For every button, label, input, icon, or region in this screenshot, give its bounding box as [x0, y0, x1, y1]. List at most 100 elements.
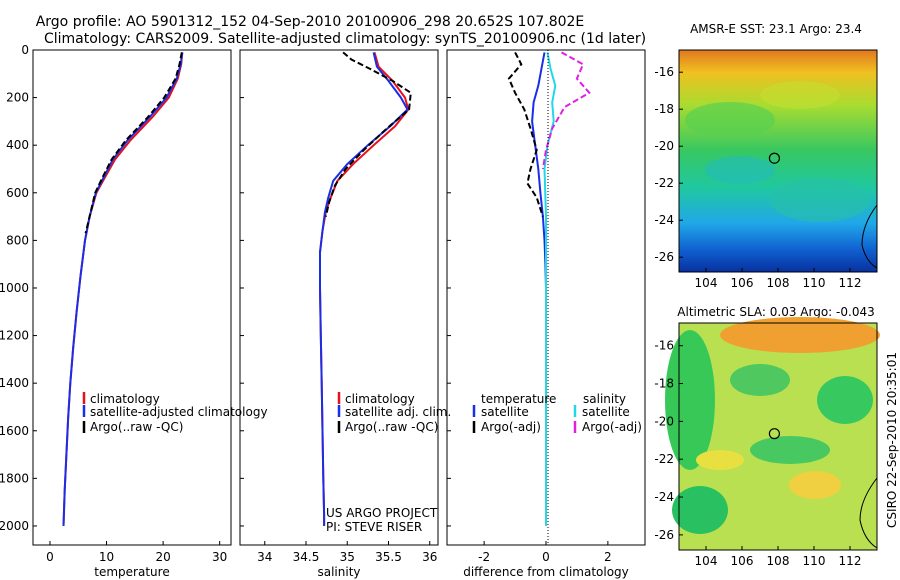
y-tick-label: 800 — [6, 233, 29, 247]
x-tick-label: 10 — [99, 550, 114, 564]
x-tick-label: 34 — [257, 550, 272, 564]
y-tick-label: -16 — [654, 65, 674, 79]
series-line-temp-argo — [507, 51, 544, 217]
salinity-chart: 34 34.5 35 35.5 36 salinity — [240, 49, 437, 579]
y-tick-label: -26 — [654, 250, 674, 264]
y-tick-label: -22 — [654, 452, 674, 466]
sst-blob — [705, 156, 775, 184]
sla-blob — [750, 436, 830, 464]
y-tick-label: -26 — [654, 528, 674, 542]
title-line-1: Argo profile: AO 5901312_152 04-Sep-2010… — [36, 14, 585, 30]
sla-blob — [720, 317, 880, 353]
x-tick-label: 108 — [767, 554, 790, 568]
legend-label-argo: Argo(..raw -QC) — [90, 420, 183, 434]
legend-label-sal-argo: Argo(-adj) — [582, 420, 642, 434]
float-position-marker — [768, 152, 781, 164]
y-tick-label: 600 — [6, 186, 29, 200]
legend-label-climatology: climatology — [345, 392, 415, 406]
pi-annotation: PI: STEVE RISER — [326, 520, 422, 534]
x-tick-label: 112 — [839, 276, 862, 290]
y-tick-label: -20 — [654, 139, 674, 153]
series-line-temp-satellite — [531, 52, 547, 526]
y-tick-label: 1000 — [0, 281, 29, 295]
legend-label-temp-satellite: satellite — [481, 405, 529, 419]
series-line-argo — [84, 52, 183, 234]
y-tick-label: -18 — [654, 377, 674, 391]
x-tick-label: 30 — [212, 550, 227, 564]
y-tick-label: -20 — [654, 414, 674, 428]
legend-title-salinity: salinity — [583, 392, 626, 406]
temperature-axes — [32, 49, 232, 546]
series-line-sal-argo — [541, 51, 591, 170]
legend-label-satellite: satellite adj. clim. — [345, 405, 451, 419]
y-tick-label: 1400 — [0, 376, 29, 390]
x-tick-label: 34.5 — [293, 550, 320, 564]
sst-map-panel: AMSR-E SST: 23.1 Argo: 23.4 104 106 108 110… — [654, 22, 878, 290]
x-tick-label: 20 — [155, 550, 170, 564]
sst-blob — [760, 81, 840, 109]
legend-label-satellite: satellite-adjusted climatology — [90, 405, 268, 419]
y-tick-label: -18 — [654, 102, 674, 116]
series-line-climatology — [62, 52, 184, 527]
series-line-argo — [324, 51, 412, 217]
x-tick-label: 108 — [767, 276, 790, 290]
sla-map-axes: 104 106 108 110 112 -16 -18 -20 -22 -24 -26 — [654, 339, 861, 568]
project-annotation: US ARGO PROJECT — [326, 506, 438, 520]
y-tick-label: 0 — [21, 43, 29, 57]
x-tick-label: 2 — [604, 550, 612, 564]
legend-title-temperature: temperature — [481, 392, 556, 406]
series-line-satellite — [62, 52, 184, 527]
y-tick-label: -24 — [654, 490, 674, 504]
x-axis-label: salinity — [317, 565, 360, 579]
x-tick-label: 110 — [803, 554, 826, 568]
temperature-chart: 0 10 20 30 temperature 0 200 400 600 800 1000 1200 1… — [0, 43, 227, 579]
y-tick-label: -16 — [654, 339, 674, 353]
x-tick-label: 36 — [422, 550, 437, 564]
y-tick-label: -22 — [654, 176, 674, 190]
difference-legend: temperature satellite Argo(-adj) salinit… — [472, 392, 642, 434]
y-tick-label: 400 — [6, 138, 29, 152]
csiro-timestamp: CSIRO 22-Sep-2010 20:35:01 — [885, 352, 899, 528]
x-tick-label: -2 — [478, 550, 490, 564]
x-axis-label: temperature — [94, 565, 169, 579]
title-line-2: Climatology: CARS2009. Satellite-adjuste… — [44, 31, 646, 47]
legend-label-argo: Argo(..raw -QC) — [345, 420, 438, 434]
y-tick-label: 1600 — [0, 424, 29, 438]
y-tick-label: 1200 — [0, 329, 29, 343]
sla-map-panel: Altimetric SLA: 0.03 Argo: -0.043 104 106… — [654, 305, 880, 568]
sla-map-title: Altimetric SLA: 0.03 Argo: -0.043 — [677, 305, 874, 319]
sst-blob — [685, 102, 775, 138]
series-line-sal-satellite — [543, 52, 557, 526]
sst-map-axes: 104 106 108 110 112 -16 -18 -20 -22 -24 -26 — [654, 65, 861, 290]
sla-blob — [672, 486, 728, 534]
y-tick-label: -24 — [654, 213, 674, 227]
sst-blob — [770, 178, 870, 222]
sla-blob — [665, 330, 715, 470]
x-tick-label: 106 — [731, 276, 754, 290]
coastline — [861, 204, 878, 269]
legend-label-climatology: climatology — [90, 392, 160, 406]
sla-blob — [789, 471, 841, 499]
x-tick-label: 104 — [695, 554, 718, 568]
x-tick-label: 35.5 — [375, 550, 402, 564]
coastline — [859, 477, 878, 549]
y-tick-label: 200 — [6, 91, 29, 105]
x-tick-label: 106 — [731, 554, 754, 568]
x-tick-label: 112 — [839, 554, 862, 568]
x-tick-label: 35 — [340, 550, 355, 564]
sla-blob — [817, 376, 873, 424]
x-axis-label: difference from climatology — [463, 565, 629, 579]
sst-map-title: AMSR-E SST: 23.1 Argo: 23.4 — [690, 22, 862, 36]
y-tick-label: 2000 — [0, 519, 29, 533]
series-line-climatology — [319, 52, 410, 526]
x-tick-label: 104 — [695, 276, 718, 290]
legend-label-temp-argo: Argo(-adj) — [481, 420, 541, 434]
x-tick-label: 0 — [542, 550, 550, 564]
temperature-legend: climatology satellite-adjusted climatolo… — [82, 392, 268, 434]
salinity-legend: climatology satellite adj. clim. Argo(..… — [326, 392, 451, 534]
legend-label-sal-satellite: satellite — [582, 405, 630, 419]
x-tick-label: 110 — [803, 276, 826, 290]
